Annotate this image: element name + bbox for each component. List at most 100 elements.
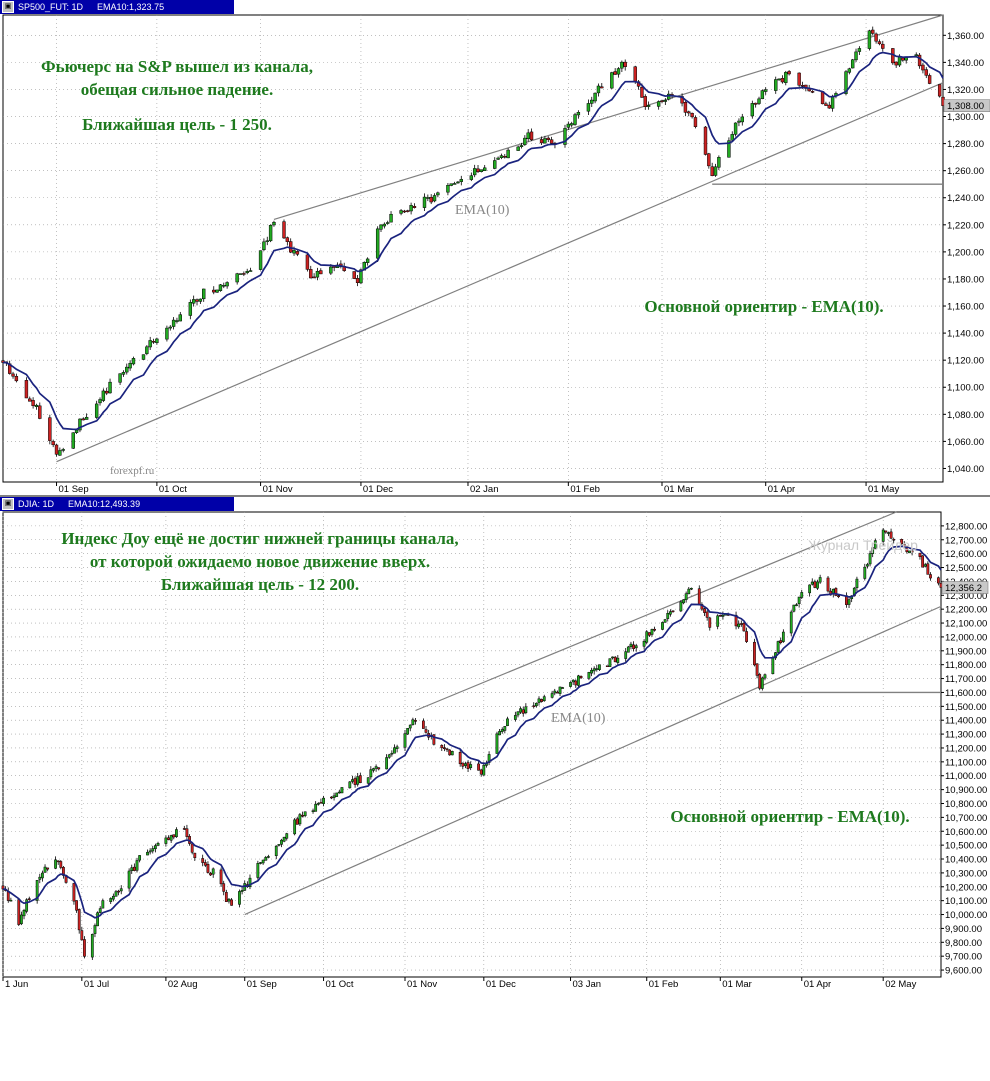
candle-up [558,686,562,696]
candle-body [917,54,922,67]
candle-up [322,795,325,807]
candle-up [616,655,620,666]
candle-up [764,87,768,95]
candle-up [351,775,354,784]
candle-down [14,373,19,383]
candle-down [172,834,176,840]
candle-body [461,762,465,767]
candle-up [472,164,477,178]
candle-up [452,181,457,185]
candle-body [834,588,838,596]
y-tick-label: 10,400.00 [945,855,987,866]
candle-up [38,873,42,884]
candle-up [335,792,339,797]
candle-body [71,432,75,449]
ema-10-line [2,51,944,431]
candle-up [426,194,430,202]
candle-body [897,56,902,66]
candle-up [608,658,612,667]
djia-chart-titlebar[interactable]: ▣ DJIA: 1D EMA10:12,493.39 [0,497,234,511]
candle-up [109,897,113,905]
candle-up [168,325,172,331]
candle-up [537,696,541,706]
candle-up [593,92,597,104]
y-tick-label: 10,800.00 [945,799,987,810]
candle-up [264,855,268,861]
candle-body [705,611,709,618]
chart-menu-icon[interactable]: ▣ [2,498,14,510]
candle-up [58,447,62,456]
candle-down [924,67,928,79]
candle-body [745,631,748,642]
candle-body [797,596,801,604]
candle-down [151,338,156,344]
candle-up [629,641,633,650]
chart-menu-icon[interactable]: ▣ [2,1,14,13]
candle-up [808,584,812,597]
candle-body [892,539,896,541]
candle-up [411,717,415,726]
candle-up [595,664,599,672]
candle-down [623,59,627,71]
candle-down [285,236,290,246]
candle-up [198,298,203,304]
candle-body [927,75,932,84]
candle-up [887,531,890,537]
candle-up [760,89,765,100]
candle-up [495,731,499,754]
candle-body [24,380,29,399]
candle-down [62,865,65,879]
x-tick-label: 01 Jul [84,979,109,990]
candle-down [918,552,922,560]
candle-up [191,295,196,307]
candle-body [660,100,664,102]
candle-down [51,439,55,448]
x-tick-label: 01 Oct [159,484,187,495]
x-axis: 01 Sep 01 Oct 01 Nov 01 Dec 02 Jan 01 Feb 01 M… [56,15,899,495]
candle-body [873,540,877,549]
y-tick-label: 10,000.00 [945,910,987,921]
candle-down [884,530,888,534]
candle-body [523,137,527,145]
candle-down [787,70,791,76]
candle-down [705,610,709,621]
candle-body [277,844,281,846]
candle-body [758,674,762,689]
candle-up [661,621,664,631]
candle-body [215,289,219,293]
candle-body [81,418,85,421]
candle-body [663,619,667,623]
candle-body [479,769,483,775]
candle-body [130,867,134,871]
candle-body [472,168,477,176]
candle-down [874,32,878,44]
sp500-chart-titlebar[interactable]: ▣ SP500_FUT: 1D EMA10:1,323.75 [0,0,234,14]
candle-up [293,818,297,836]
candle-up [863,563,867,581]
candle-down [182,825,186,830]
candle-body [850,59,855,69]
candle-down [230,898,233,906]
candle-body [322,797,325,804]
candle-body [27,898,31,900]
candle-down [600,83,604,89]
candle-body [292,250,296,254]
x-tick-label: 01 Nov [263,484,293,495]
panel-separator[interactable] [0,495,990,497]
candle-up [93,923,97,938]
candle-body [190,843,194,853]
candle-body [11,373,15,377]
candle-up [43,864,47,873]
candle-body [14,375,19,382]
candle-down [605,665,609,667]
candle-body [666,613,670,619]
candle-body [406,728,410,735]
candle-body [760,677,764,689]
djia-candlestick-chart[interactable]: 9,600.00 9,700.00 9,800.00 9,900.00 10,000.0… [0,497,990,995]
y-tick-label: 12,300.00 [945,591,987,602]
sp500-candlestick-chart[interactable]: 1,040.00 1,060.00 1,080.00 1,100.00 1,120.00… [0,0,990,495]
candle-down [921,62,925,74]
candle-body [573,114,577,125]
candle-body [777,78,781,81]
candle-down [703,607,706,616]
